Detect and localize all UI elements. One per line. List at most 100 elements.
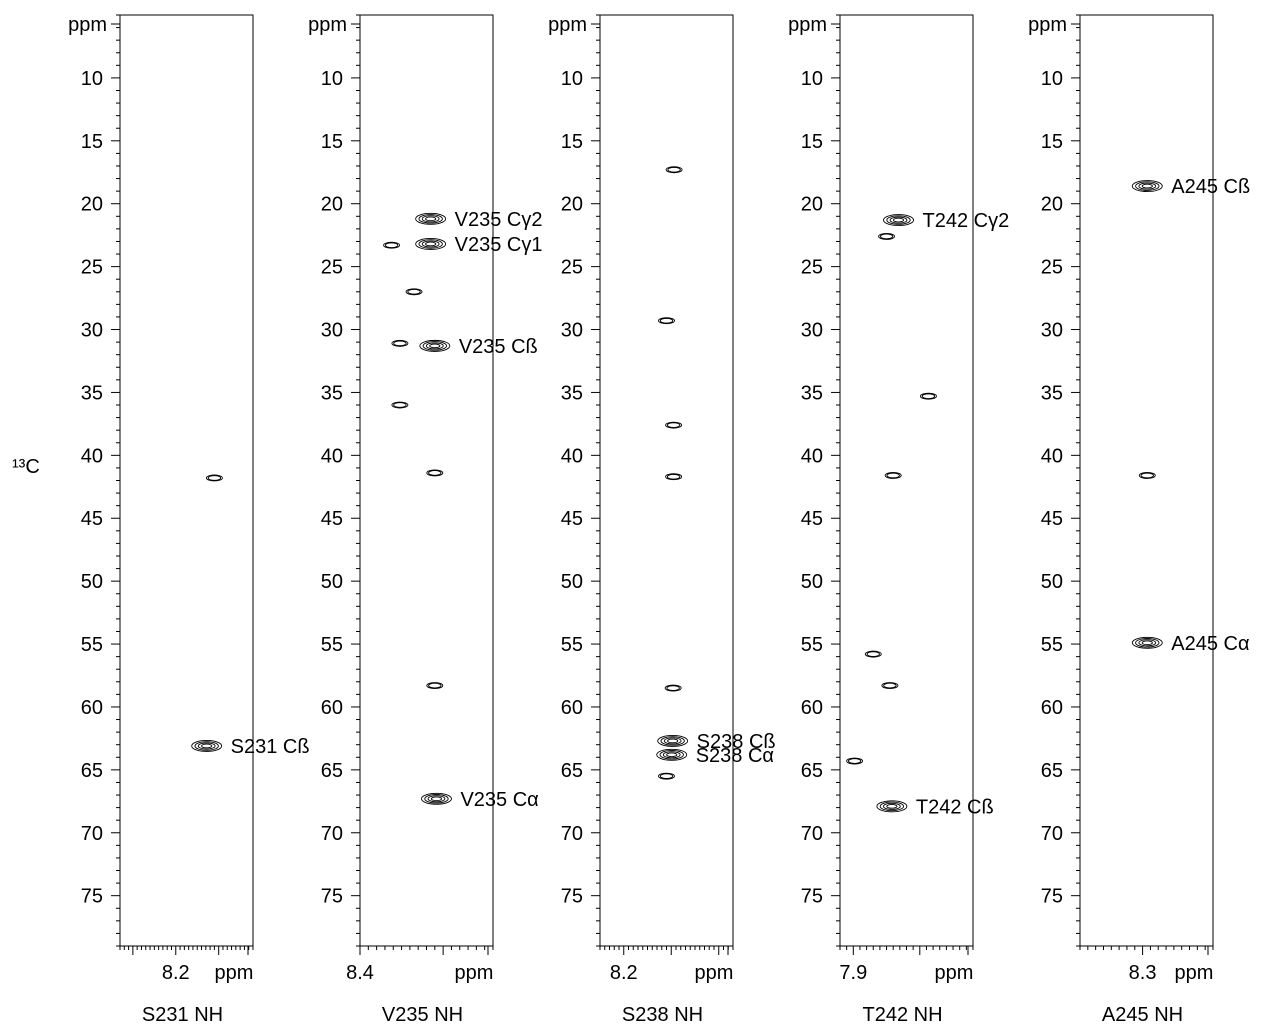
y-tick-label: 40 <box>561 445 583 467</box>
peak-label: V235 Cγ1 <box>455 234 543 256</box>
peak-contour <box>426 469 444 477</box>
peak <box>884 472 902 479</box>
peak-contour <box>421 240 440 248</box>
y-tick-label: 20 <box>801 194 823 216</box>
peak-contour <box>391 401 409 409</box>
peak-contour <box>666 685 680 691</box>
peak <box>421 792 452 805</box>
peak-contour <box>1141 183 1153 189</box>
peak-label: T242 Cß <box>916 796 994 818</box>
peak-contour <box>383 241 401 249</box>
y-tick-label: 70 <box>1041 823 1063 845</box>
peak-contour <box>659 317 674 324</box>
y-tick-label: 15 <box>321 131 343 153</box>
peak-label: T242 Cγ2 <box>923 210 1010 232</box>
peak-contour <box>919 392 937 400</box>
peak-contour <box>415 212 447 225</box>
strip-title: S238 NH <box>622 1004 703 1025</box>
peak-contour <box>207 475 222 481</box>
strip-3: 10 15 20 25 30 35 40 45 50 55 60 65 70 75 ppm 7.9 ppm T24… <box>788 14 1009 1025</box>
y-tick-label: 30 <box>561 320 583 342</box>
strip-4: 10 15 20 25 30 35 40 45 50 55 60 65 70 75 ppm 8.3 ppm A24… <box>1028 14 1250 1025</box>
peak <box>656 748 688 761</box>
y-tick-label: 60 <box>561 697 583 719</box>
y-tick-label: 40 <box>1041 445 1063 467</box>
peak-contour <box>421 792 452 805</box>
y-tick-label: 70 <box>801 823 823 845</box>
peak-contour <box>847 758 862 764</box>
peak <box>883 214 914 227</box>
peak-contour <box>201 743 213 749</box>
peak <box>426 682 444 690</box>
peak-contour <box>886 215 911 225</box>
peak-contour <box>666 752 678 758</box>
peak-contour <box>879 801 905 812</box>
peak-contour <box>1138 639 1157 647</box>
y-tick-label: 50 <box>1041 571 1063 593</box>
strip-1: 10 15 20 25 30 35 40 45 50 55 60 65 70 75 ppm 8.4 ppm V23… <box>308 14 542 1025</box>
y-tick-label: 15 <box>1041 131 1063 153</box>
peak <box>881 682 899 690</box>
strip-title: A245 NH <box>1102 1004 1183 1025</box>
y-tick-label: 10 <box>1041 68 1063 90</box>
peak-label: V235 Cß <box>459 336 538 358</box>
y-tick-label: 35 <box>561 382 583 404</box>
peak-contour <box>657 734 689 747</box>
peak-contour <box>659 750 684 760</box>
peak <box>419 339 451 352</box>
x-unit-label: ppm <box>1175 962 1214 984</box>
peak-contour <box>864 650 882 658</box>
peak-contour <box>405 288 423 296</box>
y-tick-label: 20 <box>321 194 343 216</box>
peak-contour <box>407 288 421 295</box>
peak <box>391 401 409 409</box>
peak-contour <box>881 682 899 690</box>
y-tick-label: 55 <box>1041 634 1063 656</box>
strip-2: 10 15 20 25 30 35 40 45 50 55 60 65 70 75 ppm 8.2 ppm S23… <box>548 14 776 1025</box>
strip-frame <box>1079 14 1214 947</box>
peak-contour <box>421 215 440 223</box>
peak-contour <box>197 742 216 750</box>
y-tick-label: 50 <box>801 571 823 593</box>
peak-contour <box>659 773 674 779</box>
y-tick-label: 55 <box>801 634 823 656</box>
y-tick-label: 55 <box>561 634 583 656</box>
peak <box>658 772 675 780</box>
peak-contour <box>194 741 219 751</box>
peak-contour <box>1135 638 1160 648</box>
peak <box>415 212 447 225</box>
y-tick-label: 40 <box>81 445 103 467</box>
peak <box>658 317 675 325</box>
peak-contour <box>426 682 444 690</box>
peak-contour <box>424 794 449 804</box>
y-tick-label: 45 <box>561 508 583 530</box>
y-tick-label: 75 <box>321 886 343 908</box>
peak-contour <box>921 393 936 399</box>
y-tick-label: 25 <box>801 257 823 279</box>
y-tick-label: 50 <box>561 571 583 593</box>
y-tick-label: 65 <box>801 760 823 782</box>
peak-label: S238 Cα <box>696 745 774 767</box>
peak-contour <box>418 214 443 224</box>
y-tick-label: 55 <box>321 634 343 656</box>
y-tick-label: 70 <box>321 823 343 845</box>
y-tick-label: 20 <box>81 194 103 216</box>
peak-label: V235 Cγ2 <box>455 209 543 231</box>
peak-contour <box>191 740 223 752</box>
peak-contour <box>876 800 908 813</box>
peak-contour <box>886 804 898 809</box>
carbon-axis-label: ¹³C <box>12 456 40 478</box>
y-tick-label: 55 <box>81 634 103 656</box>
peak-contour <box>425 342 444 350</box>
peak-contour <box>1138 472 1156 479</box>
peak <box>846 757 864 765</box>
peak-contour <box>1138 182 1157 190</box>
peak <box>391 339 409 347</box>
strip-0: 10 15 20 25 30 35 40 45 50 55 60 65 70 75 ppm 8.2 ppm S23… <box>68 14 310 1025</box>
peak-contour <box>428 470 442 476</box>
peak <box>405 288 423 296</box>
peak <box>665 166 683 174</box>
y-tick-label: 15 <box>801 131 823 153</box>
peak-contour <box>663 737 682 745</box>
